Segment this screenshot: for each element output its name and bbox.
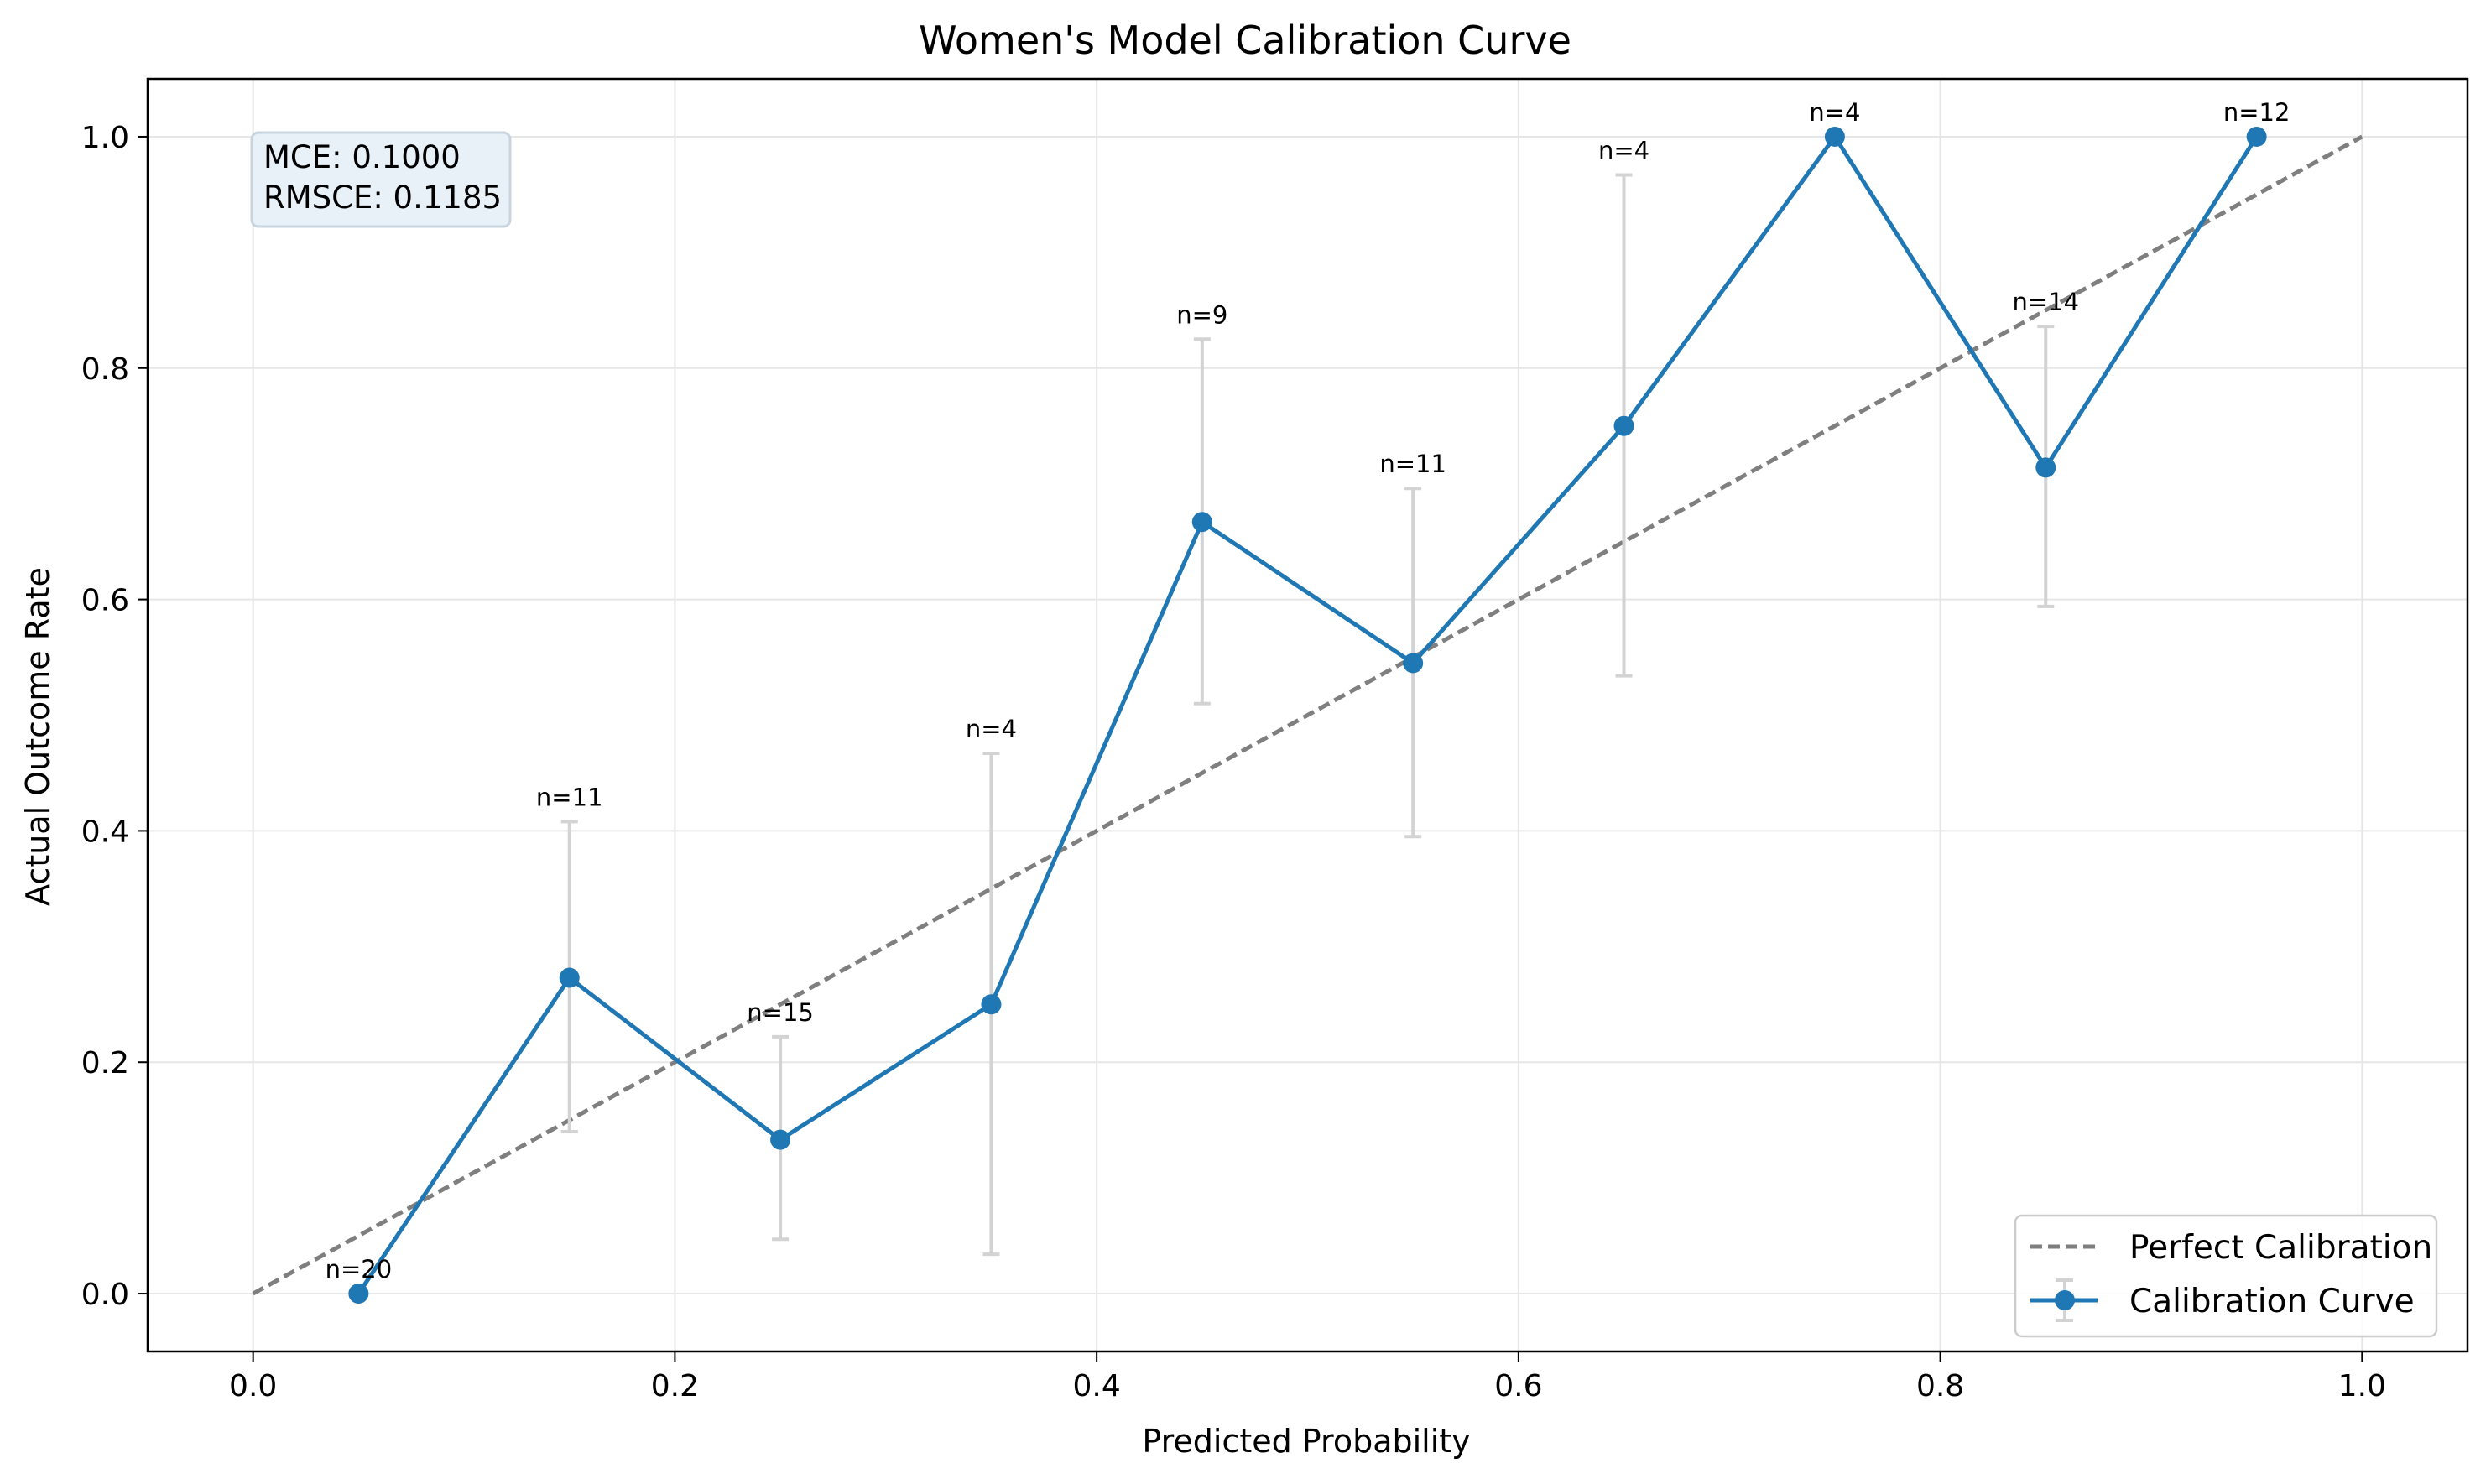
calibration-point (1403, 653, 1424, 674)
count-label: n=4 (1598, 136, 1649, 164)
y-tick-label: 0.6 (81, 584, 129, 618)
calibration-point (1613, 415, 1634, 436)
y-tick-label: 1.0 (81, 121, 129, 155)
count-label: n=11 (536, 783, 603, 811)
calibration-curve-line (357, 134, 2259, 1295)
y-tick-label: 0.2 (81, 1046, 129, 1080)
y-tick-label: 0.0 (81, 1278, 129, 1312)
perfect-calibration-line (252, 134, 2363, 1296)
stats-box: MCE: 0.1000 RMSCE: 0.1185 (250, 131, 512, 228)
x-tick-label: 0.2 (651, 1369, 699, 1403)
legend-curve-marker (2055, 1290, 2075, 1310)
x-tick-label: 0.4 (1073, 1369, 1121, 1403)
calibration-point (348, 1284, 369, 1304)
calibration-point (2035, 457, 2056, 478)
mce-text: MCE: 0.1000 (263, 139, 461, 175)
calibration-point (1824, 126, 1845, 147)
x-ticks: 0.0 0.2 0.4 0.6 0.8 1.0 (229, 1351, 2386, 1403)
count-label: n=20 (326, 1255, 393, 1284)
count-label: n=4 (1809, 98, 1860, 127)
plot-frame (146, 77, 2469, 1353)
y-tick-label: 0.8 (81, 352, 129, 387)
legend-curve-label: Calibration Curve (2129, 1283, 2415, 1320)
x-tick-label: 0.0 (229, 1369, 277, 1403)
rmsce-text: RMSCE: 0.1185 (263, 180, 502, 216)
count-label: n=4 (966, 715, 1017, 743)
count-label: n=12 (2223, 98, 2290, 127)
count-label: n=15 (747, 998, 814, 1027)
count-label: n=14 (2012, 288, 2079, 316)
perfect-calibration-layer (252, 134, 2363, 1296)
calibration-curve-layer (348, 126, 2267, 1304)
y-tick-label: 0.4 (81, 815, 129, 849)
grid-layer (148, 79, 2468, 1351)
calibration-point (770, 1129, 791, 1150)
legend-perfect-label: Perfect Calibration (2129, 1229, 2432, 1267)
count-label: n=11 (1379, 450, 1446, 478)
chart-title: Women's Model Calibration Curve (919, 18, 1571, 63)
x-tick-label: 0.6 (1494, 1369, 1542, 1403)
count-label: n=9 (1176, 300, 1227, 329)
calibration-point (1191, 512, 1212, 533)
count-label-layer: n=20 n=11 n=15 n=4 n=9 n=11 n=4 n=4 n=14 n=12 (326, 98, 2290, 1284)
y-ticks: 0.0 0.2 0.4 0.6 0.8 1.0 (81, 121, 148, 1312)
y-axis-label: Actual Outcome Rate (19, 567, 56, 906)
calibration-point (559, 967, 580, 988)
calibration-point (981, 994, 1002, 1015)
x-tick-label: 1.0 (2338, 1369, 2386, 1403)
x-tick-label: 0.8 (1916, 1369, 1964, 1403)
x-axis-label: Predicted Probability (1142, 1423, 1470, 1460)
legend: Perfect Calibration Calibration Curve (2014, 1214, 2438, 1338)
calibration-point (2246, 126, 2267, 147)
